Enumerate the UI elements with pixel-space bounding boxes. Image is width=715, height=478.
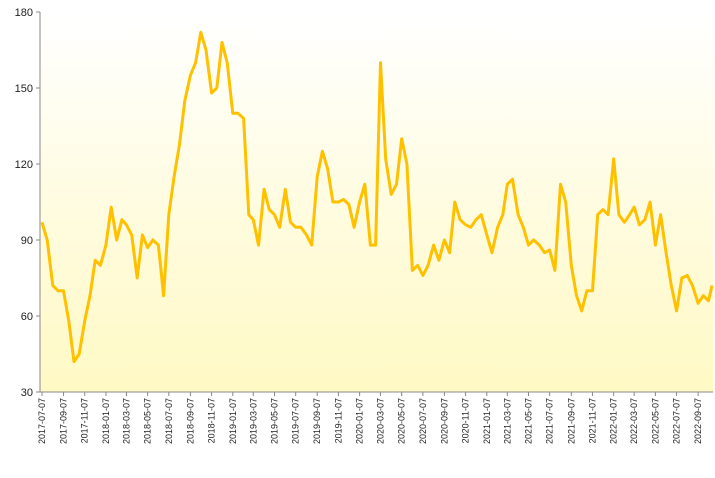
x-tick-label: 2018-01-07 — [101, 398, 111, 444]
x-tick-label: 2020-09-07 — [439, 398, 449, 444]
x-tick-label: 2019-07-07 — [291, 398, 301, 444]
y-tick-label: 90 — [21, 235, 33, 247]
x-tick-label: 2022-01-07 — [609, 398, 619, 444]
x-tick-label: 2020-07-07 — [418, 398, 428, 444]
x-tick-label: 2021-05-07 — [524, 398, 534, 444]
y-tick-label: 30 — [21, 387, 33, 399]
x-tick-label: 2018-07-07 — [164, 398, 174, 444]
x-tick-label: 2018-09-07 — [185, 398, 195, 444]
x-tick-label: 2019-05-07 — [269, 398, 279, 444]
y-tick-label: 150 — [15, 83, 33, 95]
x-tick-label: 2020-03-07 — [375, 398, 385, 444]
x-tick-label: 2020-01-07 — [355, 398, 365, 444]
x-tick-label: 2021-07-07 — [545, 398, 555, 444]
x-tick-label: 2018-05-07 — [143, 398, 153, 444]
x-tick-label: 2022-09-07 — [693, 398, 703, 444]
x-tick-label: 2017-07-07 — [37, 398, 47, 444]
x-tick-label: 2017-09-07 — [59, 398, 69, 444]
x-tick-label: 2021-09-07 — [566, 398, 576, 444]
x-tick-label: 2019-03-07 — [248, 398, 258, 444]
x-tick-label: 2021-01-07 — [482, 398, 492, 444]
x-tick-label: 2018-03-07 — [121, 398, 131, 444]
x-tick-label: 2020-11-07 — [461, 398, 471, 443]
x-tick-label: 2018-11-07 — [207, 398, 217, 443]
x-tick-label: 2021-03-07 — [502, 398, 512, 444]
x-tick-label: 2019-11-07 — [333, 398, 343, 443]
x-tick-label: 2017-11-07 — [80, 398, 90, 443]
x-tick-label: 2022-07-07 — [672, 398, 682, 444]
line — [40, 30, 714, 364]
x-tick-label: 2021-11-07 — [587, 398, 597, 443]
y-tick-label: 180 — [15, 7, 33, 19]
y-tick-label: 120 — [15, 159, 33, 171]
y-tick-label: 60 — [21, 311, 33, 323]
x-tick-label: 2019-09-07 — [312, 398, 322, 444]
x-tick-label: 2022-05-07 — [650, 398, 660, 444]
x-tick-label: 2020-05-07 — [397, 398, 407, 444]
x-tick-label: 2019-01-07 — [228, 398, 238, 444]
x-tick-label: 2022-03-07 — [629, 398, 639, 444]
